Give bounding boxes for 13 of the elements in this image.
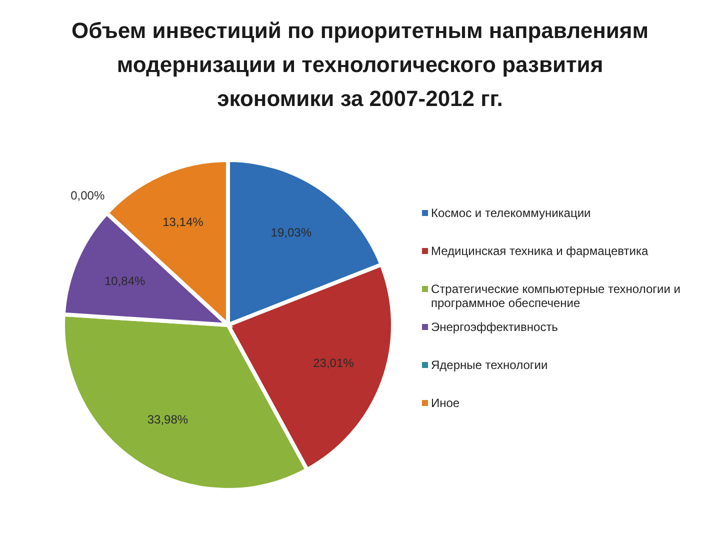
data-label: 19,03%	[270, 225, 312, 240]
legend-label: Энергоэффективность	[431, 320, 558, 334]
legend-label: Иное	[431, 396, 460, 410]
data-label: 23,01%	[313, 356, 354, 370]
chart-title: Объем инвестиций по приоритетным направлениям модернизации и технологического развития экономики за 2007-2012 гг.	[70, 17, 650, 113]
legend-label: Ядерные технологии	[431, 358, 548, 372]
legend-label: Медицинская техника и фармацевтика	[431, 244, 648, 258]
text: 0,00%	[70, 188, 105, 202]
legend-label: Стратегические компьютерные технологии и программное обеспечение	[431, 282, 682, 310]
legend-label: Космос и телекоммуникации	[431, 206, 591, 220]
data-label: 10,84%	[104, 274, 146, 288]
data-label: 33,98%	[147, 412, 188, 427]
data-label: 13,14%	[162, 215, 204, 230]
